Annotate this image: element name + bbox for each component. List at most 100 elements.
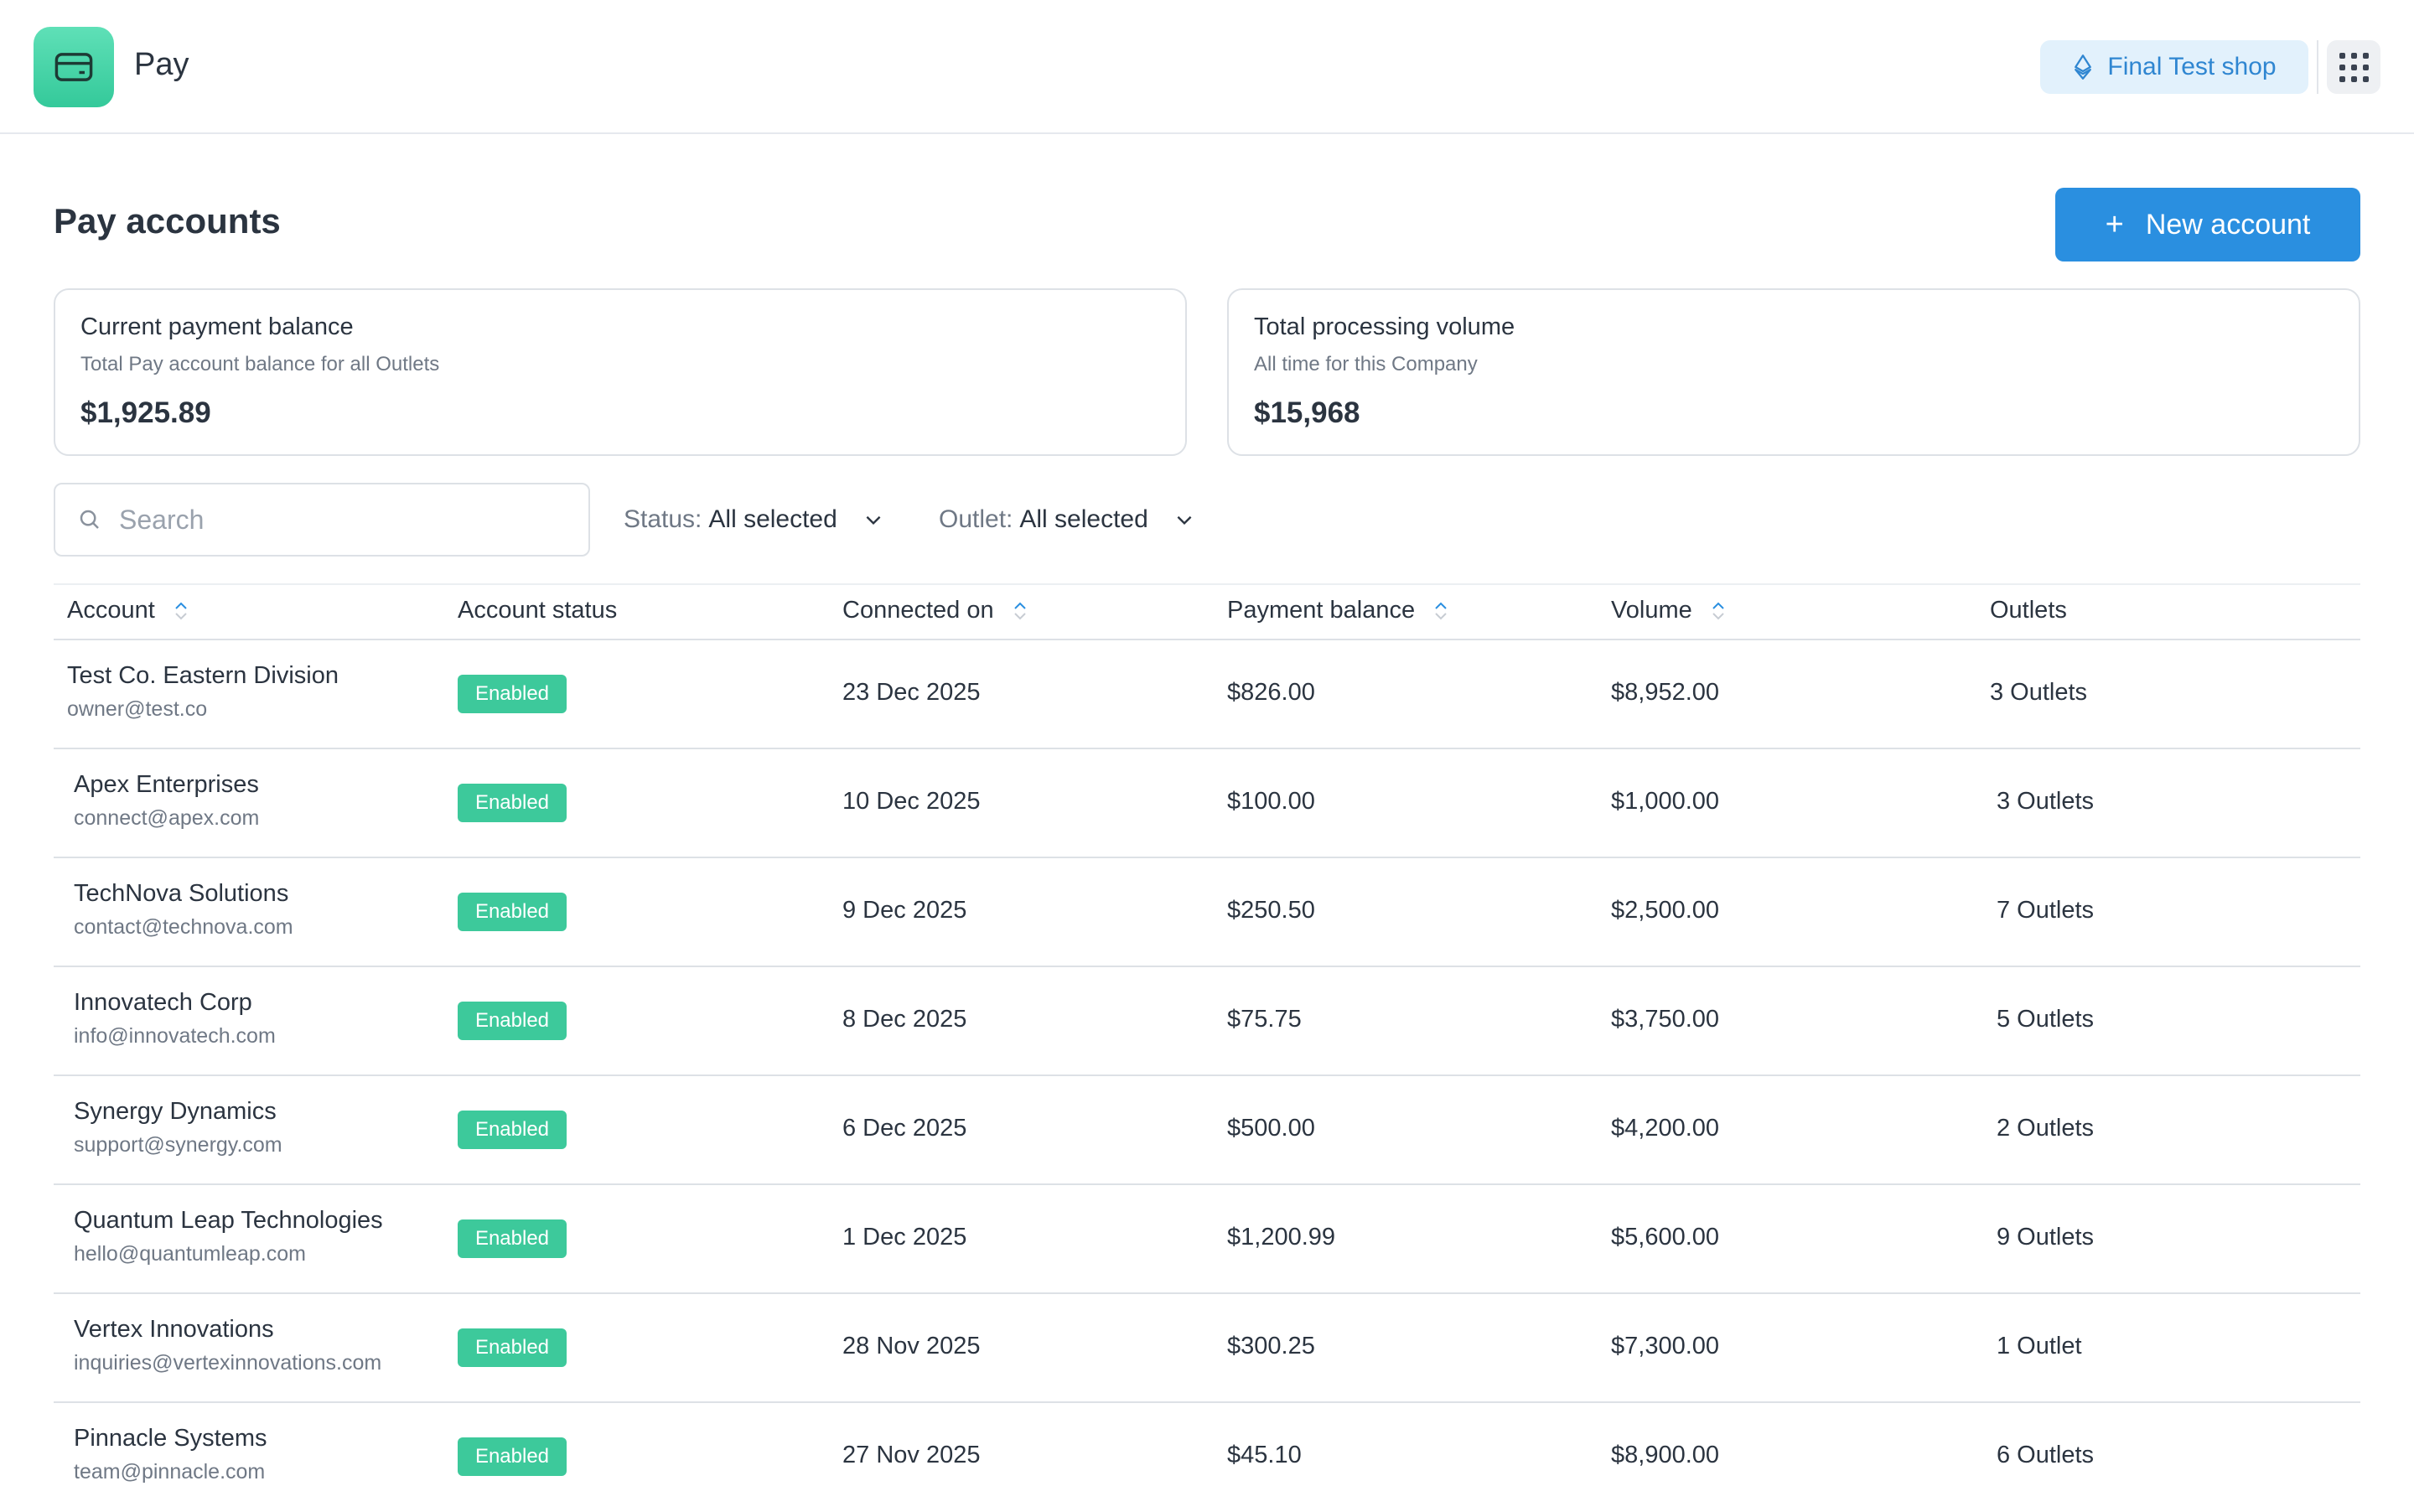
status-filter-value: All selected [708,505,837,533]
plus-icon: + [2105,207,2124,242]
column-header-payment-balance[interactable]: Payment balance [1227,597,1448,624]
table-row[interactable]: Pinnacle Systems team@pinnacle.com Enabl… [54,1403,2360,1512]
payment-balance: $1,200.99 [1227,1224,1336,1251]
sort-icon[interactable] [174,602,189,620]
table-row[interactable]: Vertex Innovations inquiries@vertexinnov… [54,1294,2360,1403]
status-badge: Enabled [458,1437,567,1476]
search-input[interactable] [119,504,555,536]
account-name[interactable]: Test Co. Eastern Division [67,662,339,689]
account-email: owner@test.co [67,697,208,721]
connected-date: 27 Nov 2025 [842,1442,981,1468]
column-header-outlets: Outlets [1990,597,2067,624]
status-badge: Enabled [458,1002,567,1040]
account-name[interactable]: Pinnacle Systems [74,1425,267,1452]
connected-date: 6 Dec 2025 [842,1115,967,1142]
card-subtitle: Total Pay account balance for all Outlet… [80,353,440,375]
account-name[interactable]: Synergy Dynamics [74,1098,277,1125]
volume: $3,750.00 [1611,1006,1720,1033]
chevron-down-icon [1177,515,1192,526]
app-logo[interactable] [34,27,114,107]
account-name[interactable]: Quantum Leap Technologies [74,1207,383,1234]
sort-icon[interactable] [1711,602,1726,620]
shop-name: Final Test shop [2107,53,2277,80]
chevron-down-icon [866,515,881,526]
search-box[interactable] [54,483,590,557]
outlet-filter-value: All selected [1019,505,1148,533]
account-name[interactable]: TechNova Solutions [74,880,289,907]
outlets-count: 5 Outlets [1997,1006,2095,1033]
new-account-button[interactable]: + New account [2055,188,2360,261]
column-header-connected-on[interactable]: Connected on [842,597,1028,624]
table-row[interactable]: Apex Enterprises connect@apex.com Enable… [54,749,2360,858]
table-row[interactable]: Synergy Dynamics support@synergy.com Ena… [54,1076,2360,1185]
app-name: Pay [134,47,189,82]
status-badge: Enabled [458,1328,567,1367]
connected-date: 23 Dec 2025 [842,679,981,706]
outlet-filter-dropdown[interactable]: Outlet: All selected [939,501,1195,538]
payment-balance: $250.50 [1227,897,1315,924]
sort-icon[interactable] [1013,602,1028,620]
volume: $2,500.00 [1611,897,1720,924]
account-email: contact@technova.com [74,915,293,939]
account-email: team@pinnacle.com [74,1460,266,1484]
column-header-volume[interactable]: Volume [1611,597,1726,624]
divider [2317,40,2318,94]
sort-icon[interactable] [1433,602,1448,620]
card-title: Current payment balance [80,313,354,340]
status-filter-label: Status: [624,505,702,533]
card-icon [54,53,93,81]
connected-date: 8 Dec 2025 [842,1006,967,1033]
account-name[interactable]: Apex Enterprises [74,771,259,798]
account-email: inquiries@vertexinnovations.com [74,1351,382,1375]
payment-balance: $500.00 [1227,1115,1315,1142]
account-email: connect@apex.com [74,806,260,830]
outlets-count: 9 Outlets [1997,1224,2095,1251]
status-badge: Enabled [458,1111,567,1149]
volume: $4,200.00 [1611,1115,1720,1142]
outlet-filter-label: Outlet: [939,505,1013,533]
volume: $1,000.00 [1611,788,1720,815]
card-subtitle: All time for this Company [1254,353,1478,375]
volume: $8,900.00 [1611,1442,1720,1468]
status-badge: Enabled [458,784,567,822]
table-row[interactable]: Innovatech Corp info@innovatech.com Enab… [54,967,2360,1076]
payment-balance: $826.00 [1227,679,1315,706]
account-email: hello@quantumleap.com [74,1242,306,1266]
status-badge: Enabled [458,893,567,931]
payment-balance: $100.00 [1227,788,1315,815]
outlets-count: 6 Outlets [1997,1442,2095,1468]
account-email: support@synergy.com [74,1133,282,1157]
account-name[interactable]: Innovatech Corp [74,989,252,1016]
payment-balance: $300.25 [1227,1333,1315,1359]
table-row[interactable]: Test Co. Eastern Division owner@test.co … [54,640,2360,749]
volume: $7,300.00 [1611,1333,1720,1359]
status-filter-dropdown[interactable]: Status: All selected [624,501,884,538]
connected-date: 10 Dec 2025 [842,788,981,815]
volume: $8,952.00 [1611,679,1720,706]
column-header-account[interactable]: Account [67,597,189,624]
payment-balance: $75.75 [1227,1006,1302,1033]
payment-balance-card: Current payment balance Total Pay accoun… [54,288,1187,456]
page-title: Pay accounts [54,201,281,241]
table-header: Account Account status Connected on Paym… [54,583,2360,640]
account-name[interactable]: Vertex Innovations [74,1316,274,1343]
column-header-account-status: Account status [458,597,618,624]
status-badge: Enabled [458,675,567,713]
new-account-label: New account [2145,208,2311,241]
top-bar: Pay Final Test shop [0,0,2414,134]
outlets-count: 2 Outlets [1997,1115,2095,1142]
table-row[interactable]: Quantum Leap Technologies hello@quantuml… [54,1185,2360,1294]
table-row[interactable]: TechNova Solutions contact@technova.com … [54,858,2360,967]
account-email: info@innovatech.com [74,1024,276,1048]
app-launcher-button[interactable] [2327,40,2380,94]
connected-date: 1 Dec 2025 [842,1224,967,1251]
payment-balance: $45.10 [1227,1442,1302,1468]
outlets-count: 7 Outlets [1997,897,2095,924]
shop-switcher-button[interactable]: Final Test shop [2040,40,2308,94]
card-value: $15,968 [1254,396,1360,429]
outlets-count: 3 Outlets [1997,788,2095,815]
connected-date: 9 Dec 2025 [842,897,967,924]
card-value: $1,925.89 [80,396,211,429]
outlets-count: 1 Outlet [1997,1333,2082,1359]
connected-date: 28 Nov 2025 [842,1333,981,1359]
